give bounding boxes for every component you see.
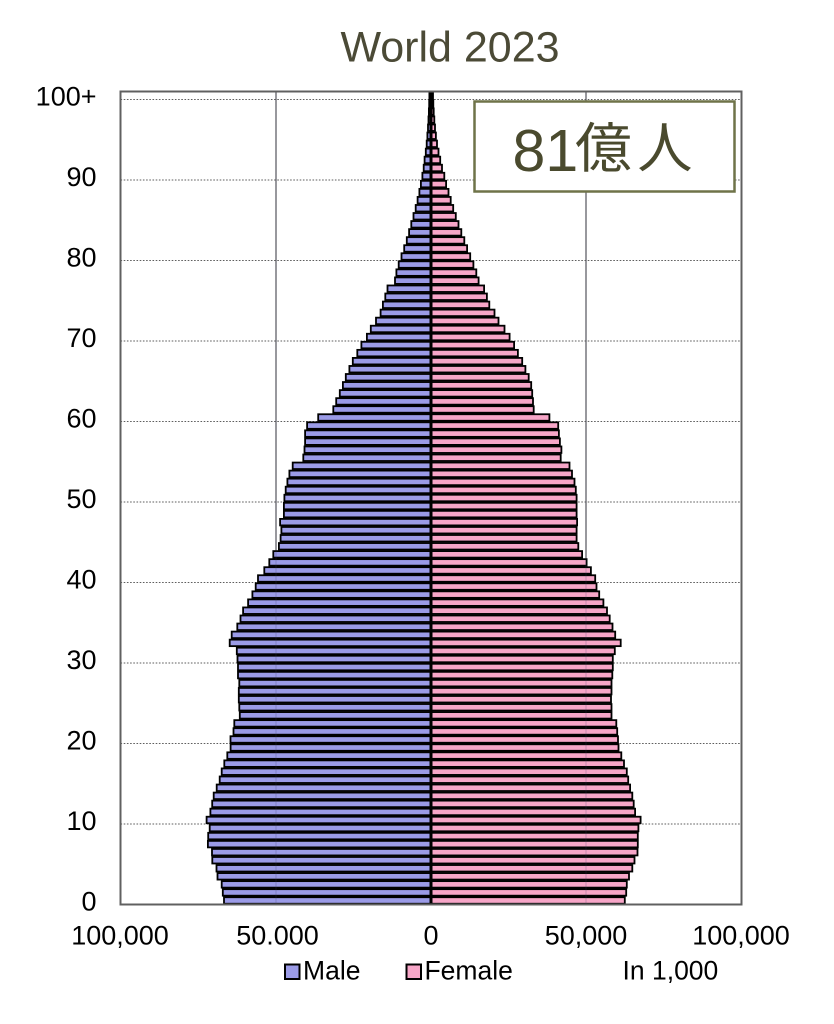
svg-text:40: 40 — [66, 565, 96, 595]
svg-text:World 2023: World 2023 — [340, 24, 559, 72]
svg-text:Female: Female — [425, 956, 513, 986]
svg-text:In 1,000: In 1,000 — [623, 956, 719, 986]
svg-text:30: 30 — [66, 645, 96, 675]
svg-text:100+: 100+ — [36, 82, 97, 112]
svg-text:0: 0 — [81, 887, 96, 917]
svg-text:70: 70 — [66, 323, 96, 353]
svg-text:Male: Male — [303, 956, 360, 986]
svg-text:80: 80 — [66, 243, 96, 273]
svg-text:100,000: 100,000 — [692, 921, 790, 951]
svg-text:0: 0 — [423, 921, 438, 951]
svg-text:10: 10 — [66, 806, 96, 836]
svg-text:90: 90 — [66, 162, 96, 192]
svg-text:81: 81 — [513, 118, 579, 184]
svg-text:50,000: 50,000 — [545, 921, 628, 951]
svg-text:60: 60 — [66, 404, 96, 434]
svg-text:100,000: 100,000 — [71, 921, 169, 951]
svg-text:20: 20 — [66, 726, 96, 756]
svg-text:50.000: 50.000 — [236, 921, 319, 951]
svg-text:50: 50 — [66, 484, 96, 514]
